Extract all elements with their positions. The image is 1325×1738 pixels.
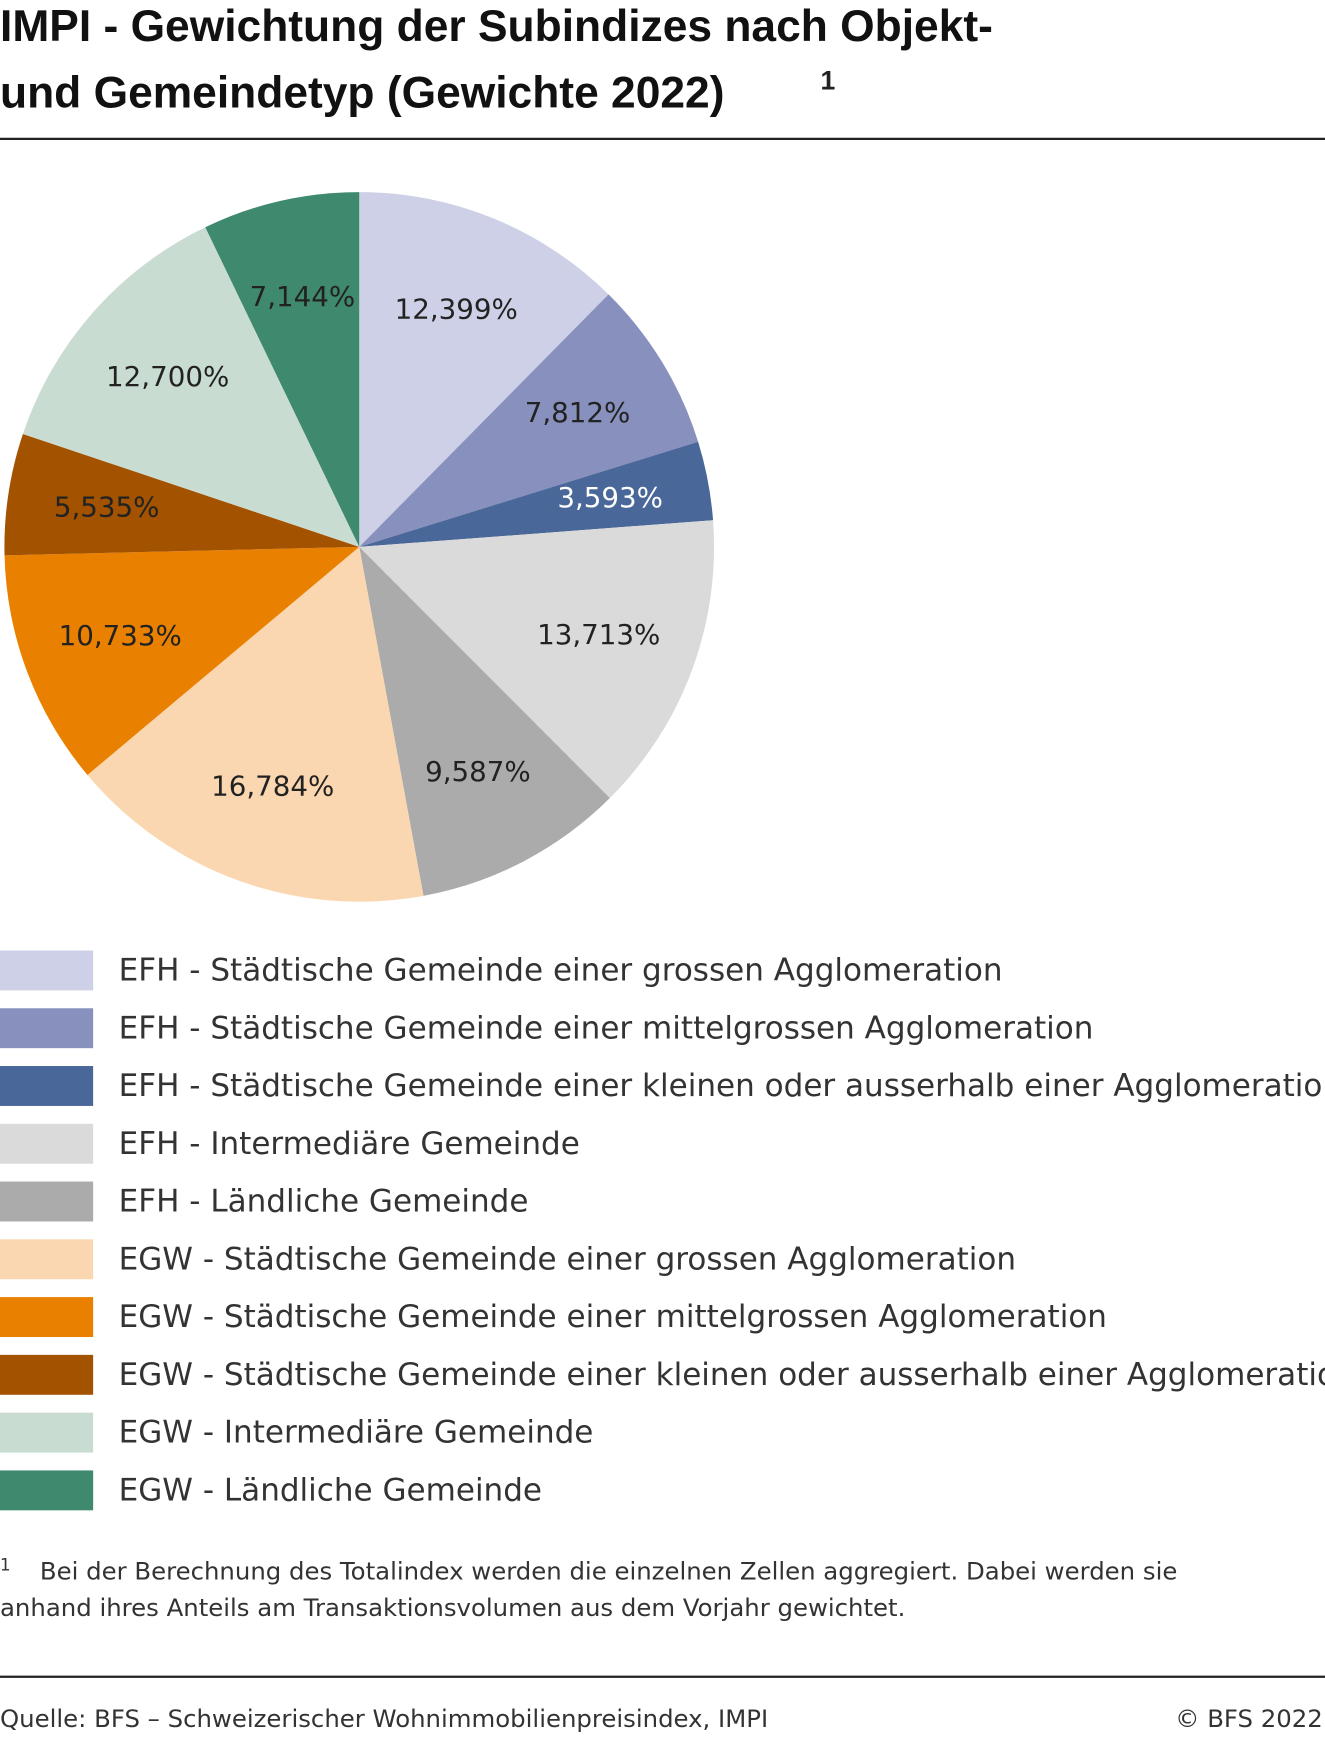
pie-slice (87, 546, 424, 902)
legend-swatch (0, 1297, 94, 1338)
data-label: 7,144% (250, 280, 356, 313)
legend-label: EFH - Städtische Gemeinde einer kleinen … (119, 1068, 1325, 1104)
data-label: 3,593% (557, 481, 663, 514)
legend-swatch (0, 1354, 94, 1395)
legend-label: EFH - Städtische Gemeinde einer mittelgr… (119, 1010, 1094, 1046)
pie-slice (205, 192, 360, 547)
data-label: 16,784% (211, 769, 334, 802)
legend-label: EGW - Städtische Gemeinde einer grossen … (119, 1241, 1016, 1277)
data-label: 10,733% (59, 619, 182, 652)
legend-swatch (0, 950, 94, 991)
pie-slice (359, 546, 610, 896)
pie-slice (359, 441, 714, 547)
data-label: 12,399% (395, 293, 518, 326)
footnote: anhand ihres Anteils am Transaktionsvolu… (0, 1593, 905, 1622)
legend-swatch (0, 1181, 94, 1222)
chart-title: IMPI - Gewichtung der Subindizes nach Ob… (0, 2, 993, 51)
title-note: 1 (821, 65, 836, 95)
footnote-marker: 1 (0, 1555, 11, 1574)
legend-label: EFH - Ländliche Gemeinde (119, 1184, 529, 1220)
pie-slice (4, 546, 360, 775)
pie-slice (22, 227, 360, 547)
legend-swatch (0, 1239, 94, 1280)
pie-slice (359, 520, 715, 799)
legend-label: EFH - Städtische Gemeinde einer grossen … (119, 953, 1003, 989)
legend-label: EGW - Intermediäre Gemeinde (119, 1415, 594, 1451)
legend-label: EFH - Intermediäre Gemeinde (119, 1126, 580, 1162)
pie-slice (359, 294, 699, 547)
data-label: 9,587% (425, 755, 531, 788)
legend-label: EGW - Städtische Gemeinde einer kleinen … (119, 1357, 1325, 1393)
copyright: © BFS 2022 (1175, 1704, 1323, 1733)
chart-title: und Gemeindetyp (Gewichte 2022) (0, 68, 724, 117)
legend-label: EGW - Ländliche Gemeinde (119, 1472, 542, 1508)
pie-slice (359, 192, 609, 547)
legend-swatch (0, 1412, 94, 1453)
data-label: 7,812% (525, 396, 631, 429)
data-label: 12,700% (106, 360, 229, 393)
footnote: Bei der Berechnung des Totalindex werden… (40, 1557, 1177, 1586)
legend-swatch (0, 1123, 94, 1164)
legend-label: EGW - Städtische Gemeinde einer mittelgr… (119, 1299, 1107, 1335)
legend-swatch (0, 1066, 94, 1106)
data-label: 13,713% (537, 618, 660, 651)
legend-swatch (0, 1470, 94, 1511)
source: Quelle: BFS – Schweizerischer Wohnimmobi… (0, 1704, 768, 1733)
legend-swatch (0, 1008, 94, 1049)
data-label: 5,535% (54, 491, 160, 524)
pie: 12,399% 7,812% 3,593% 13,713% 9,587% 16,784% 1… (4, 192, 715, 902)
legend: EFH - Städtische Gemeinde einer grossen … (0, 950, 1325, 1511)
pie-slice (4, 433, 360, 556)
